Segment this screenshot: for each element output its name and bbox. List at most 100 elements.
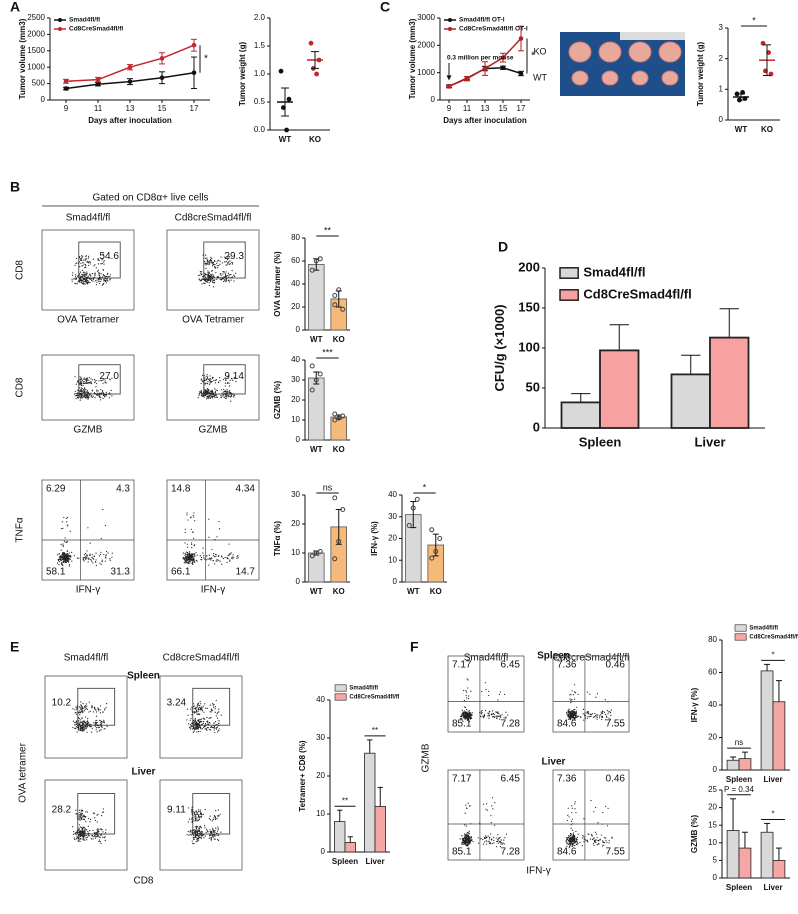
event-dot xyxy=(109,397,110,398)
event-dot xyxy=(197,831,198,832)
event-dot xyxy=(198,809,199,810)
event-dot xyxy=(80,381,81,382)
event-dot xyxy=(191,529,192,530)
event-dot xyxy=(88,383,89,384)
panel-label: D xyxy=(498,239,508,255)
x-axis-label: Days after inoculation xyxy=(88,116,172,125)
point xyxy=(96,82,101,87)
event-dot xyxy=(593,838,594,839)
event-dot xyxy=(195,816,196,817)
event-dot xyxy=(232,270,233,271)
event-dot xyxy=(583,713,584,714)
event-dot xyxy=(92,379,93,380)
event-dot xyxy=(93,836,94,837)
event-dot xyxy=(64,556,65,557)
event-dot xyxy=(204,703,205,704)
event-dot xyxy=(229,561,230,562)
event-dot xyxy=(211,709,212,710)
event-dot xyxy=(468,835,469,836)
photo-label: KO xyxy=(533,46,546,56)
event-dot xyxy=(205,723,206,724)
event-dot xyxy=(197,720,198,721)
gate-label: 10.2 xyxy=(52,698,72,709)
event-dot xyxy=(570,694,571,695)
event-dot xyxy=(91,383,92,384)
event-dot xyxy=(571,699,572,700)
event-dot xyxy=(214,832,215,833)
y-tick-label: 0 xyxy=(719,115,724,124)
event-dot xyxy=(201,721,202,722)
y-tick-label: 80 xyxy=(291,233,300,242)
event-dot xyxy=(84,819,85,820)
event-dot xyxy=(575,842,576,843)
event-dot xyxy=(207,831,208,832)
event-dot xyxy=(227,382,228,383)
event-dot xyxy=(216,715,217,716)
event-dot xyxy=(465,804,466,805)
event-dot xyxy=(63,562,64,563)
event-dot xyxy=(470,805,471,806)
event-dot xyxy=(486,843,487,844)
event-dot xyxy=(219,261,220,262)
event-dot xyxy=(188,831,189,832)
event-dot xyxy=(463,690,464,691)
event-dot xyxy=(91,557,92,558)
gate-label: 85.1 xyxy=(452,847,472,858)
x-tick-label: 13 xyxy=(126,104,135,113)
event-dot xyxy=(225,275,226,276)
event-dot xyxy=(486,840,487,841)
annotation: 0.3 million per mouse xyxy=(447,55,514,62)
event-dot xyxy=(67,551,68,552)
y-tick-label: 20 xyxy=(291,395,300,404)
event-dot xyxy=(68,558,69,559)
event-dot xyxy=(506,833,507,834)
event-dot xyxy=(85,709,86,710)
event-dot xyxy=(190,709,191,710)
event-dot xyxy=(84,557,85,558)
event-dot xyxy=(192,555,193,556)
event-dot xyxy=(185,557,186,558)
event-dot xyxy=(99,837,100,838)
legend-swatch xyxy=(735,634,746,640)
event-dot xyxy=(75,728,76,729)
event-dot xyxy=(105,555,106,556)
gate-label: 3.24 xyxy=(167,698,187,709)
event-dot xyxy=(185,558,186,559)
point xyxy=(287,97,292,102)
event-dot xyxy=(193,732,194,733)
event-dot xyxy=(90,263,91,264)
event-dot xyxy=(194,831,195,832)
event-dot xyxy=(218,723,219,724)
event-dot xyxy=(84,267,85,268)
event-dot xyxy=(209,555,210,556)
event-dot xyxy=(83,397,84,398)
y-tick-label: 0.0 xyxy=(254,125,266,134)
event-dot xyxy=(483,717,484,718)
event-dot xyxy=(225,557,226,558)
event-dot xyxy=(210,257,211,258)
event-dot xyxy=(95,724,96,725)
event-dot xyxy=(77,837,78,838)
event-dot xyxy=(572,690,573,691)
event-dot xyxy=(569,836,570,837)
event-dot xyxy=(573,840,574,841)
event-dot xyxy=(215,828,216,829)
event-dot xyxy=(83,274,84,275)
event-dot xyxy=(86,381,87,382)
event-dot xyxy=(484,837,485,838)
event-dot xyxy=(90,378,91,379)
event-dot xyxy=(96,727,97,728)
event-dot xyxy=(207,376,208,377)
event-dot xyxy=(217,831,218,832)
event-dot xyxy=(183,552,184,553)
event-dot xyxy=(81,387,82,388)
event-dot xyxy=(228,276,229,277)
event-dot xyxy=(595,715,596,716)
event-dot xyxy=(77,392,78,393)
event-dot xyxy=(463,844,464,845)
event-dot xyxy=(468,716,469,717)
event-dot xyxy=(569,838,570,839)
event-dot xyxy=(72,826,73,827)
event-dot xyxy=(570,702,571,703)
